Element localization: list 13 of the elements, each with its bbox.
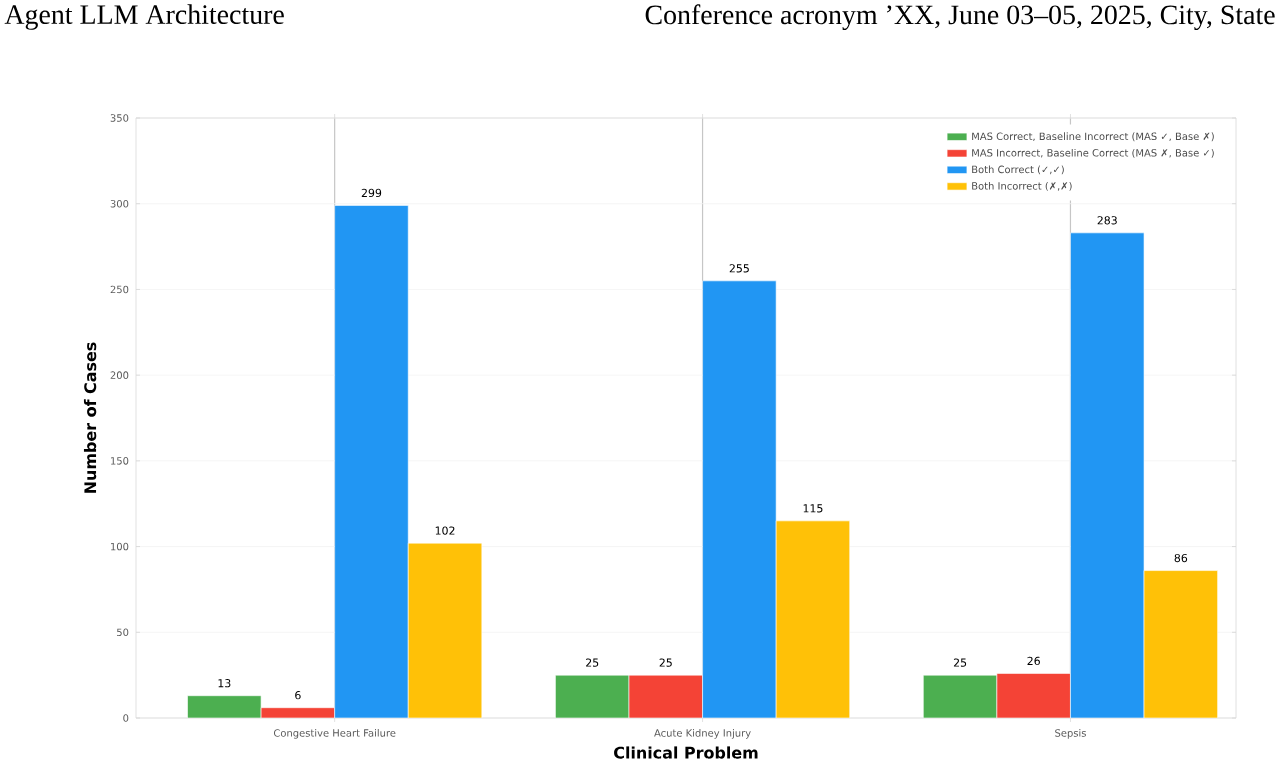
bar [923, 674, 998, 718]
bar [1070, 232, 1145, 718]
bar [628, 674, 703, 718]
bar [996, 673, 1071, 718]
bar [775, 520, 851, 718]
bar [334, 205, 409, 718]
text: Conference acronym ’XX, June 03–05, 2025, City, State [645, 4, 1275, 31]
bar [1143, 570, 1218, 718]
bar [408, 543, 482, 718]
bar [187, 695, 262, 718]
text: Agent LLM Architecture [4, 4, 284, 30]
bar [555, 674, 630, 718]
bar [702, 280, 777, 718]
